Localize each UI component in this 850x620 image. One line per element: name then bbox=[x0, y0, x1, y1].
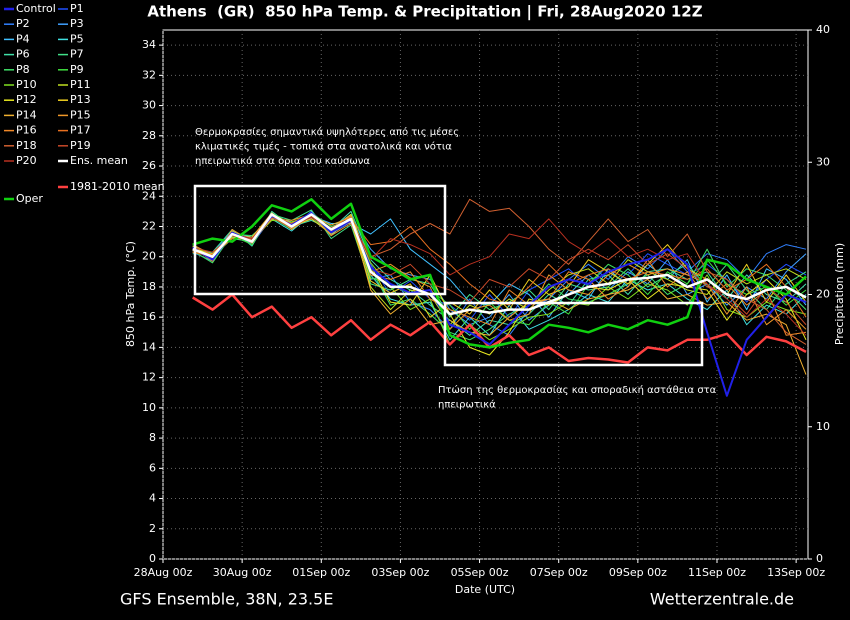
highlight-box bbox=[193, 184, 447, 296]
series-line bbox=[192, 212, 807, 375]
annotation: ηπειρωτικά στα όρια του καύσωνα bbox=[195, 155, 370, 167]
y-tick-label: 22 bbox=[142, 219, 156, 232]
y-tick-label: 6 bbox=[149, 461, 156, 474]
x-tick-label: 11Sep 00z bbox=[688, 566, 746, 579]
series-line bbox=[192, 213, 807, 330]
legend-label: P12 bbox=[16, 93, 37, 106]
legend-label: P20 bbox=[16, 154, 37, 167]
legend-label: P1 bbox=[70, 2, 84, 15]
legend-label: Oper bbox=[16, 192, 43, 205]
series-line bbox=[192, 198, 807, 349]
y2-tick-label: 40 bbox=[816, 23, 830, 36]
legend-label: P3 bbox=[70, 17, 84, 30]
y2-axis-title: Precipitation (mm) bbox=[833, 243, 846, 345]
y-tick-label: 24 bbox=[142, 189, 156, 202]
legend-label: P10 bbox=[16, 78, 37, 91]
legend-label: P9 bbox=[70, 63, 84, 76]
legend-label: P8 bbox=[16, 63, 30, 76]
legend-label: P18 bbox=[16, 139, 37, 152]
series-line bbox=[192, 215, 807, 345]
y-tick-label: 18 bbox=[142, 280, 156, 293]
annotation: Πτώση της θερμοκρασίας και σποραδική αστ… bbox=[438, 384, 717, 396]
y-tick-label: 12 bbox=[142, 371, 156, 384]
y-tick-label: 26 bbox=[142, 159, 156, 172]
footer-source: GFS Ensemble, 38N, 23.5E bbox=[120, 590, 333, 609]
chart-title: Athens (GR) 850 hPa Temp. & Precipitatio… bbox=[147, 3, 702, 22]
x-tick-label: 09Sep 00z bbox=[609, 566, 667, 579]
legend-label: P4 bbox=[16, 32, 30, 45]
x-tick-label: 01Sep 00z bbox=[292, 566, 350, 579]
x-axis-title: Date (UTC) bbox=[455, 583, 515, 596]
y-tick-label: 8 bbox=[149, 431, 156, 444]
legend-label: Control bbox=[16, 2, 56, 15]
footer-site: Wetterzentrale.de bbox=[650, 590, 794, 609]
y-tick-label: 14 bbox=[142, 340, 156, 353]
legend-label: P7 bbox=[70, 48, 84, 61]
x-tick-label: 28Aug 00z bbox=[134, 566, 193, 579]
series-line bbox=[192, 211, 807, 397]
y-tick-label: 16 bbox=[142, 310, 156, 323]
x-tick-label: 05Sep 00z bbox=[451, 566, 509, 579]
y-tick-label: 0 bbox=[149, 552, 156, 565]
y2-tick-label: 0 bbox=[816, 552, 823, 565]
annotation: ηπειρωτικά bbox=[438, 399, 496, 411]
series-line bbox=[192, 212, 807, 318]
y-tick-label: 2 bbox=[149, 522, 156, 535]
y-tick-label: 4 bbox=[149, 492, 156, 505]
x-tick-label: 03Sep 00z bbox=[371, 566, 429, 579]
annotation: Θερμοκρασίες σημαντικά υψηλότερες από τι… bbox=[195, 126, 459, 138]
annotation: κλιματικές τιμές - τοπικά στα ανατολικά … bbox=[195, 141, 452, 153]
legend-label: P13 bbox=[70, 93, 91, 106]
y-tick-label: 34 bbox=[142, 38, 156, 51]
y-tick-label: 10 bbox=[142, 401, 156, 414]
series-line bbox=[192, 213, 807, 316]
legend-label: P6 bbox=[16, 48, 30, 61]
series-line bbox=[192, 209, 807, 318]
y-tick-label: 32 bbox=[142, 68, 156, 81]
legend-label: P11 bbox=[70, 78, 91, 91]
series-line bbox=[192, 293, 807, 364]
x-tick-label: 13Sep 00z bbox=[767, 566, 825, 579]
y2-tick-label: 30 bbox=[816, 155, 830, 168]
legend-label: P15 bbox=[70, 108, 91, 121]
legend-label: P5 bbox=[70, 32, 84, 45]
y2-tick-label: 20 bbox=[816, 288, 830, 301]
y-tick-label: 20 bbox=[142, 250, 156, 263]
legend-label: 1981-2010 mean bbox=[70, 180, 165, 193]
y-axis-title: 850 hPa Temp. (°C) bbox=[124, 241, 137, 347]
legend-label: Ens. mean bbox=[70, 154, 128, 167]
series-line bbox=[192, 213, 807, 341]
y-tick-label: 30 bbox=[142, 99, 156, 112]
y-tick-label: 28 bbox=[142, 129, 156, 142]
x-tick-label: 30Aug 00z bbox=[213, 566, 272, 579]
legend-label: P16 bbox=[16, 124, 37, 137]
legend-label: P14 bbox=[16, 108, 37, 121]
legend-label: P17 bbox=[70, 124, 91, 137]
legend-label: P2 bbox=[16, 17, 30, 30]
highlight-box bbox=[443, 301, 704, 367]
lines bbox=[162, 30, 808, 560]
legend-label: P19 bbox=[70, 139, 91, 152]
y2-tick-label: 10 bbox=[816, 420, 830, 433]
x-tick-label: 07Sep 00z bbox=[530, 566, 588, 579]
